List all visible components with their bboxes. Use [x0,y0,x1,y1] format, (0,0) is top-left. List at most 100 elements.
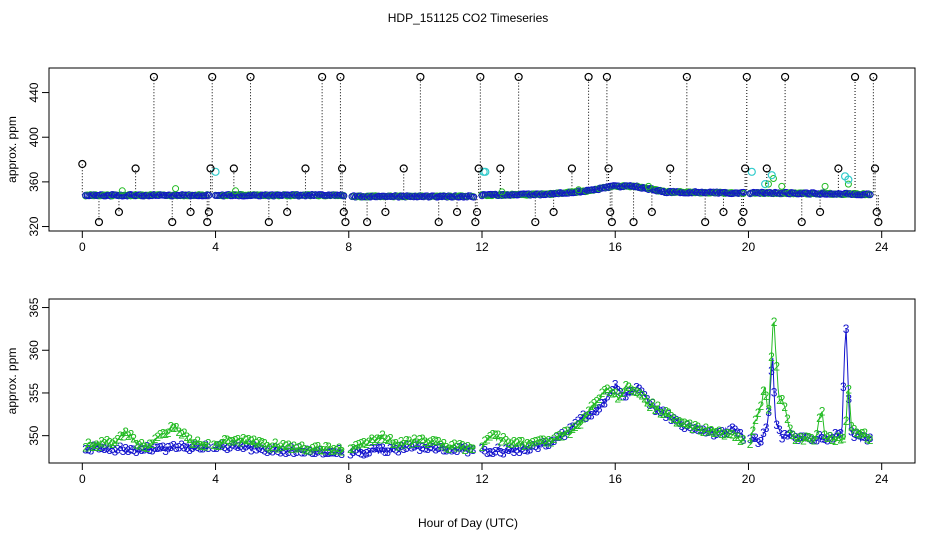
series-2-marker: 2 [170,421,177,435]
green-point [172,185,180,193]
series-3-marker: 3 [358,446,365,460]
series-2-marker: 2 [694,420,701,434]
series-2-marker: 2 [219,436,226,450]
series-3-marker: 3 [379,441,386,455]
series-3-marker: 3 [264,445,271,459]
series-2-marker: 2 [146,437,153,451]
bottom-y-tick-label: 355 [27,383,41,403]
series-2-marker: 2 [556,429,563,443]
spike-point [737,217,746,227]
spike-point [741,164,750,173]
series-2-marker: 2 [392,436,399,450]
series-2-marker: 2 [734,430,741,444]
spike-point [701,217,710,227]
series-2-marker: 2 [347,442,354,456]
series-3-marker: 3 [763,421,770,435]
series-3-marker: 3 [282,446,289,460]
series-3-marker: 3 [170,439,177,453]
series-3-marker: 3 [824,433,831,447]
series-3-marker: 3 [787,427,794,441]
series-3-marker: 3 [133,445,140,459]
series-2-marker: 2 [588,399,595,413]
series-3-marker: 3 [848,424,855,438]
series-3-marker: 3 [285,445,292,459]
spike-point [452,207,462,217]
series-3-marker: 3 [821,432,828,446]
bottom-y-tick-label: 360 [27,340,41,360]
series-2-marker: 2 [652,403,659,417]
series-3-marker: 3 [197,441,204,455]
spike-point [168,217,177,227]
series-2-marker: 2 [152,432,159,446]
series-3-marker: 3 [765,405,772,419]
blue-point [228,192,236,200]
series-3-marker: 3 [535,441,542,455]
spike-point [606,207,615,217]
series-3-marker: 3 [567,421,574,435]
spike-point [206,164,215,173]
spike-point [203,217,212,227]
series-2-marker: 2 [290,439,297,453]
series-2-marker: 2 [726,427,733,441]
series-2-marker: 2 [692,419,699,433]
series-3-marker: 3 [154,441,161,455]
series-3-marker: 3 [363,446,370,460]
series-3-marker: 3 [213,441,220,455]
series-2-marker: 2 [285,438,292,452]
top-x-tick-label: 4 [212,240,219,254]
series-3-marker: 3 [138,443,145,457]
series-3-marker: 3 [781,428,788,442]
spike-point [872,207,881,217]
series-3-marker: 3 [495,441,502,455]
series-2-marker: 2 [424,437,431,451]
series-3-marker: 3 [513,443,520,457]
series-3-marker: 3 [368,441,375,455]
blue-point [866,191,874,199]
series-3-marker: 3 [479,441,486,455]
series-2-marker: 2 [808,432,815,446]
series-2-marker: 2 [440,437,447,451]
series-2-marker: 2 [451,437,458,451]
series-3-marker: 3 [320,447,327,461]
spike-point [476,72,485,82]
spike-point [94,217,104,227]
bottom-x-tick-label: 8 [345,472,352,486]
series-2-marker: 2 [633,385,640,399]
spike-point [208,72,217,82]
series-2-marker: 2 [843,414,850,428]
series-3-marker: 3 [128,442,135,456]
series-2-marker: 2 [330,443,337,457]
series-2-marker: 2 [580,412,587,426]
series-3-marker: 3 [366,446,373,460]
series-3-marker: 3 [325,446,332,460]
series-3-marker: 3 [757,435,764,449]
series-3-marker: 3 [443,443,450,457]
series-3-marker: 3 [633,380,640,394]
top-x-tick-label: 8 [345,240,352,254]
series-2-marker: 2 [524,436,531,450]
spike-point [471,217,480,227]
series-2-marker: 2 [88,440,95,454]
series-3-marker: 3 [853,427,860,441]
series-3-marker: 3 [414,438,421,452]
bottom-x-tick-label: 24 [875,472,889,486]
series-2-marker: 2 [93,438,100,452]
series-3-marker: 3 [205,441,212,455]
series-3-marker: 3 [312,446,319,460]
series-3-marker: 3 [350,445,357,459]
series-2-marker: 2 [513,436,520,450]
series-3-marker: 3 [144,440,151,454]
spike-point [474,164,483,173]
series-2-marker: 2 [729,427,736,441]
series-3-marker: 3 [524,443,531,457]
series-3-marker: 3 [165,440,172,454]
series-2-marker: 2 [322,439,329,453]
spike-point [283,207,292,217]
series-3-marker: 3 [202,438,209,452]
series-3-marker: 3 [454,444,461,458]
series-3-marker: 3 [505,443,512,457]
series-2-marker: 2 [293,441,300,455]
series-2-marker: 2 [789,428,796,442]
series-2-marker: 2 [130,431,137,445]
series-2-marker: 2 [269,440,276,454]
